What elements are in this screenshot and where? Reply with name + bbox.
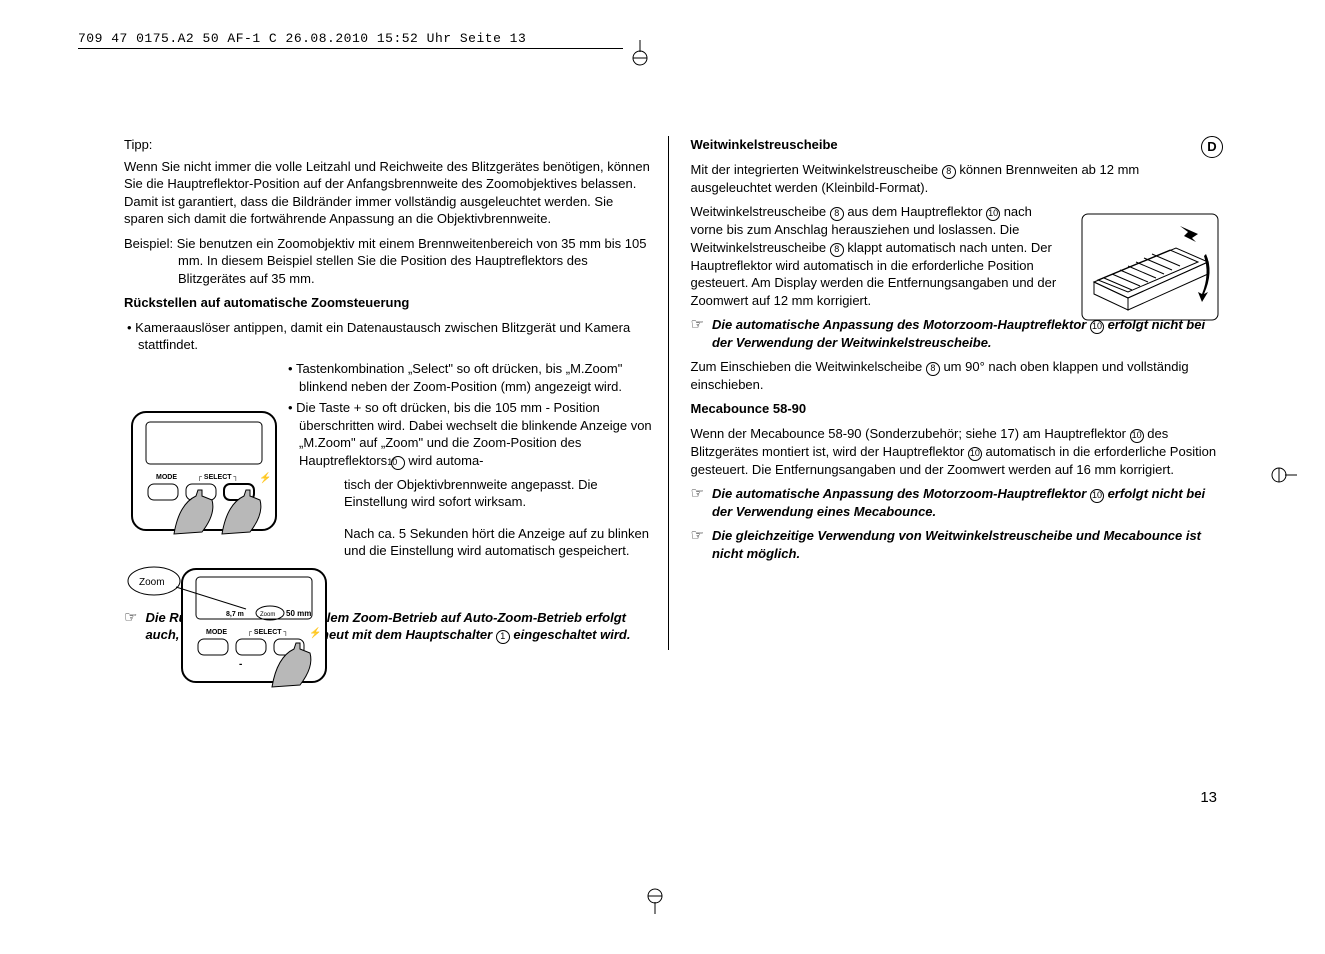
page-number: 13 <box>1200 788 1217 808</box>
bullet-3: Die Taste + so oft drücken, bis die 105 … <box>299 399 654 470</box>
svg-text:MODE: MODE <box>156 474 177 481</box>
svg-text:┌ SELECT ┐: ┌ SELECT ┐ <box>247 629 288 636</box>
ww-p2: Weitwinkelstreuscheibe 8 aus dem Hauptre… <box>691 203 1067 309</box>
beispiel: Beispiel: Sie benutzen ein Zoomobjektiv … <box>124 235 654 288</box>
ww-p1: Mit der integrierten Weitwinkelstreusche… <box>691 161 1221 197</box>
svg-text:┌ SELECT ┐: ┌ SELECT ┐ <box>197 474 238 481</box>
svg-text:MODE: MODE <box>206 629 227 636</box>
mb-note-1: ☞ Die automatische Anpassung des Motorzo… <box>691 485 1221 521</box>
mb-heading: Mecabounce 58-90 <box>691 400 1221 418</box>
svg-text:8,7 m: 8,7 m <box>226 611 244 618</box>
svg-text:⚡: ⚡ <box>309 626 321 639</box>
hand-icon: ☞ <box>691 316 704 352</box>
ww-p3: Zum Einschieben die Weitwinkelscheibe 8 … <box>691 358 1221 394</box>
tipp-label: Tipp: <box>124 136 654 154</box>
bullet-2: Tastenkombination „Select" so oft drücke… <box>299 360 654 395</box>
device-figure-1: MODE ┌ SELECT ┐ ⚡ - + <box>124 404 284 539</box>
device-figure-2: Zoom 8,7 m Zoom 50 mm MODE ┌ SELECT ┐ ⚡ … <box>124 551 334 691</box>
mb-note-2: ☞ Die gleichzeitige Verwendung von Weitw… <box>691 527 1221 562</box>
header-rule <box>78 48 623 49</box>
hand-icon: ☞ <box>691 527 704 562</box>
bullet-1: Kameraauslöser antippen, damit ein Daten… <box>138 319 654 354</box>
mb-p1: Wenn der Mecabounce 58-90 (Sonderzubehör… <box>691 425 1221 479</box>
tipp-body: Wenn Sie nicht immer die volle Leitzahl … <box>124 158 654 228</box>
svg-text:-: - <box>239 659 242 670</box>
reflector-figure <box>1080 212 1220 322</box>
ww-heading: Weitwinkelstreuscheibe <box>691 136 1221 154</box>
cropmark-right <box>1267 460 1297 490</box>
print-header: 709 47 0175.A2 50 AF-1 C 26.08.2010 15:5… <box>78 30 526 48</box>
cropmark-top <box>625 40 655 70</box>
left-column: Tipp: Wenn Sie nicht immer die volle Lei… <box>124 136 669 650</box>
cropmark-bottom <box>640 884 670 914</box>
hand-icon: ☞ <box>691 485 704 521</box>
svg-text:Zoom: Zoom <box>139 577 165 588</box>
svg-text:50 mm: 50 mm <box>286 609 311 618</box>
ruckstellen-heading: Rückstellen auf automatische Zoomsteueru… <box>124 294 654 312</box>
svg-text:⚡: ⚡ <box>259 471 271 484</box>
svg-text:Zoom: Zoom <box>260 612 275 618</box>
right-column: Weitwinkelstreuscheibe Mit der integrier… <box>691 136 1221 650</box>
